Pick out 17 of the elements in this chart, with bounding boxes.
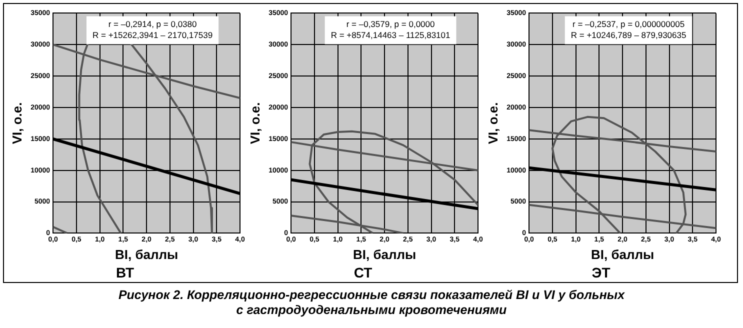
annotation: R = +15262,3941 – 2170,17539 <box>92 30 213 40</box>
annotation: R = +8574,14463 – 1125,83101 <box>330 30 451 40</box>
x-axis-title: BI, баллы <box>590 246 654 262</box>
y-axis-title: VI, о.е. <box>9 102 24 144</box>
text: ВТ <box>116 264 135 280</box>
text: с гастродуоденальными кровотечениями <box>235 303 508 318</box>
text: ЭТ <box>592 264 611 280</box>
annotation: r = –0,2537, p = 0,000000005 <box>572 18 685 29</box>
y-axis-title: VI, о.е. <box>247 102 262 144</box>
annotation: r = –0,2914, p = 0,0380 <box>108 18 197 29</box>
y-axis-title: VI, о.е. <box>485 102 500 144</box>
annotation: R = +10246,789 – 879,930635 <box>570 30 686 40</box>
x-axis-title: BI, баллы <box>114 246 178 262</box>
annotation: r = –0,3579, p = 0,0000 <box>346 18 435 29</box>
text: Рисунок 2. Корреляционно-регрессионные связи показателей BI и VI у больных <box>117 288 626 303</box>
text: СТ <box>354 264 373 280</box>
x-axis-title: BI, баллы <box>352 246 416 262</box>
